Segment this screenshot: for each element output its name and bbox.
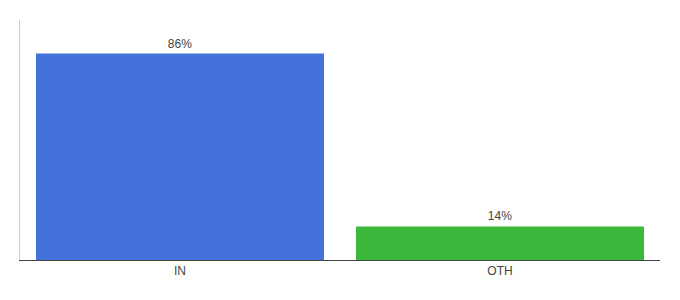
svg-text:14%: 14% (488, 209, 512, 223)
svg-text:86%: 86% (168, 37, 192, 51)
svg-text:OTH: OTH (487, 264, 512, 278)
svg-text:IN: IN (174, 264, 186, 278)
